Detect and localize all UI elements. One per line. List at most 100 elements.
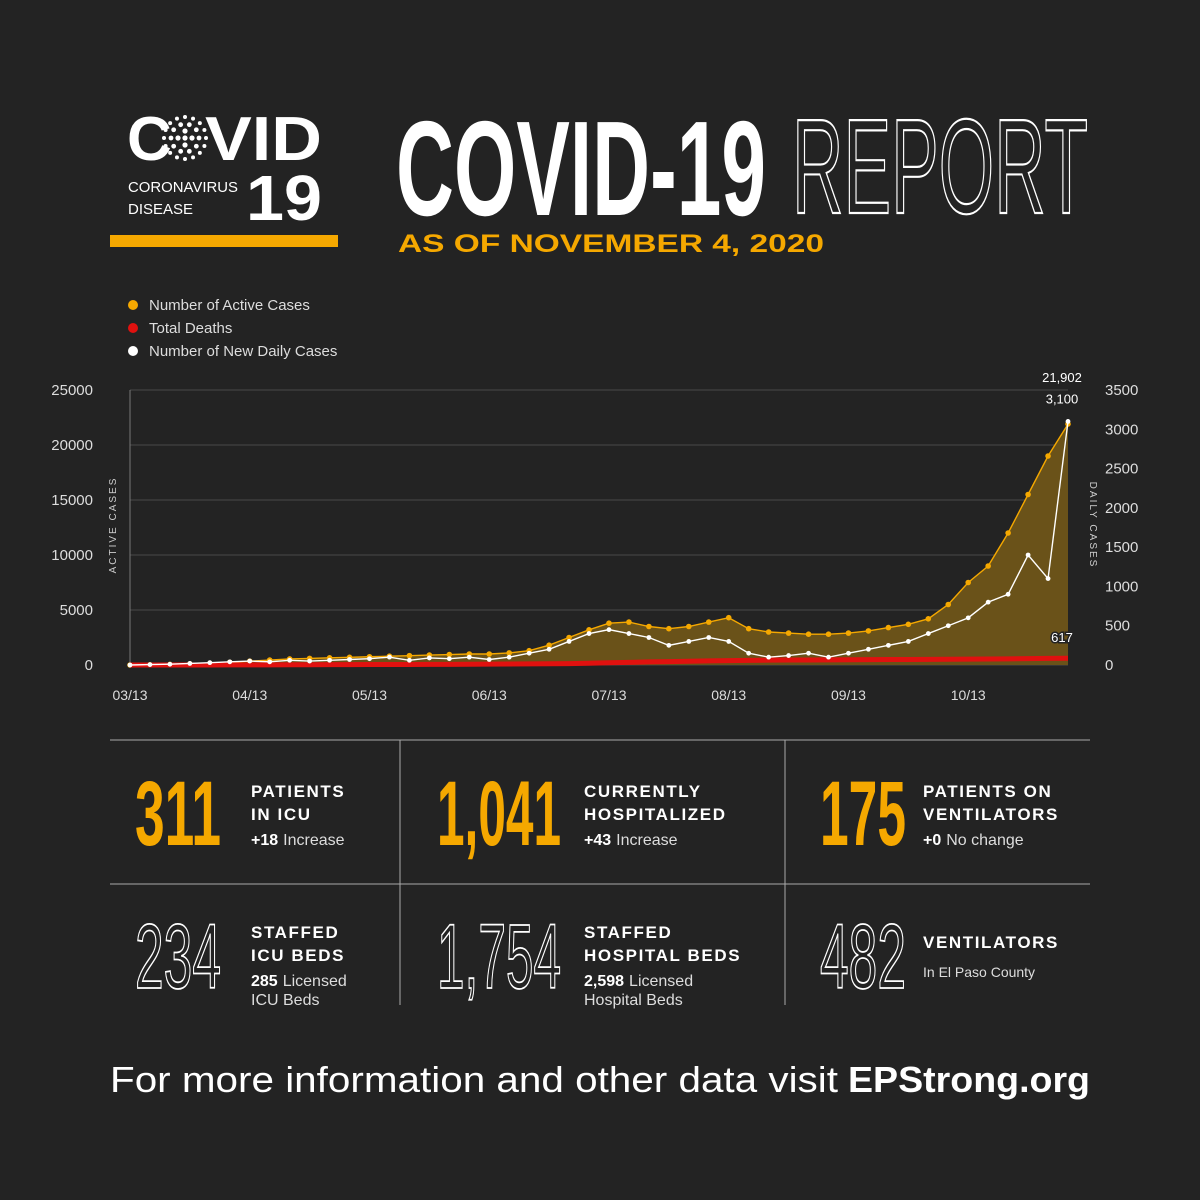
data-point (666, 642, 672, 648)
data-point (965, 579, 972, 586)
stat-number: 1,041 (437, 763, 561, 865)
stat-label: CURRENTLY (584, 782, 702, 801)
logo-dot (191, 155, 196, 160)
stat-sub-value: 285 (251, 973, 278, 990)
data-point (127, 662, 133, 668)
title-outline: REPORT (792, 91, 1088, 242)
data-point (766, 654, 772, 660)
stat-label: VENTILATORS (923, 805, 1059, 824)
stat-number: 175 (820, 763, 906, 865)
stat-sub-value: +18 (251, 832, 278, 849)
y-tick-label: 0 (85, 657, 93, 674)
value-label: 617 (1051, 630, 1073, 645)
logo-dot (186, 122, 192, 128)
stat-label: STAFFED (584, 923, 672, 942)
logo-dot (202, 127, 207, 132)
data-point (805, 631, 812, 637)
data-point (646, 635, 652, 640)
data-point (765, 629, 772, 635)
y-tick-label: 10000 (51, 547, 93, 564)
logo-dot (193, 143, 199, 149)
logo-dot (204, 136, 208, 140)
x-tick-label: 03/13 (112, 687, 147, 703)
logo-number: 19 (246, 162, 322, 234)
logo-dot (182, 128, 188, 134)
data-point (207, 660, 213, 666)
stat-sub: +43 Increase (584, 832, 678, 849)
data-point (985, 563, 991, 569)
data-point (945, 623, 951, 629)
data-point (307, 658, 313, 664)
series-line (130, 655, 1069, 668)
x-tick-label: 04/13 (232, 687, 267, 703)
value-label: 21,902 (1042, 370, 1082, 385)
data-point (227, 659, 233, 665)
logo-dot (168, 135, 174, 141)
series-line (129, 423, 1069, 666)
logo-dot (162, 136, 166, 140)
data-point (925, 616, 932, 622)
logo-dot (183, 115, 187, 119)
stat-label: HOSPITALIZED (584, 805, 727, 824)
data-point (726, 639, 732, 644)
stat-label: HOSPITAL BEDS (584, 946, 741, 965)
legend-marker (128, 300, 138, 310)
data-point (406, 652, 413, 659)
area (130, 424, 1068, 665)
data-point (925, 631, 931, 636)
data-point (1025, 491, 1031, 498)
data-point (407, 657, 412, 663)
data-point (466, 654, 472, 660)
data-point (885, 624, 892, 631)
logo-dot (191, 116, 196, 121)
logo-dot (163, 144, 168, 149)
data-point (746, 650, 752, 656)
data-point (965, 615, 971, 621)
logo-dot (193, 127, 199, 133)
stat-sub: +18 Increase (251, 832, 345, 849)
stat-sub-text: Hospital Beds (584, 992, 683, 1009)
data-point (167, 661, 173, 667)
data-point (586, 627, 592, 633)
data-point (187, 661, 193, 666)
y-tick-label: 25000 (51, 382, 93, 399)
stat-sub-value: +0 (923, 832, 941, 849)
data-point (1065, 419, 1071, 424)
data-point (646, 623, 652, 630)
x-tick-label: 06/13 (472, 687, 507, 703)
legend-marker (128, 346, 138, 356)
data-point (506, 654, 512, 660)
logo-dot (196, 135, 202, 141)
y2-tick-label: 3500 (1105, 382, 1138, 399)
data-point (725, 614, 732, 621)
data-point (546, 642, 552, 648)
title: COVID-19 (396, 93, 766, 244)
stat-sub: ICU Beds (251, 992, 319, 1009)
data-point (347, 657, 352, 662)
data-point (267, 659, 273, 665)
data-point (866, 646, 871, 652)
legend-label: Total Deaths (149, 320, 232, 337)
logo-dot (202, 144, 207, 149)
y-tick-label: 5000 (60, 602, 93, 619)
logo-dot (183, 157, 187, 161)
stat-sub: 2,598 Licensed (584, 973, 693, 990)
stat-sub-text: Licensed (629, 973, 693, 990)
data-point (147, 662, 153, 668)
legend-marker (128, 323, 138, 333)
data-point (327, 657, 332, 663)
logo-dot (197, 150, 202, 155)
data-point (626, 631, 632, 636)
y2-tick-label: 2000 (1105, 500, 1138, 517)
data-point (566, 639, 572, 644)
stat-number: 311 (135, 763, 221, 865)
stat-label: ICU BEDS (251, 946, 345, 965)
data-point (1045, 453, 1051, 459)
stat-sub: 285 Licensed (251, 973, 347, 990)
data-point (606, 620, 612, 626)
logo-dot (168, 121, 173, 126)
logo-dot (178, 148, 184, 154)
data-point (247, 658, 253, 664)
data-point (945, 601, 952, 608)
stat-label: PATIENTS ON (923, 782, 1052, 801)
